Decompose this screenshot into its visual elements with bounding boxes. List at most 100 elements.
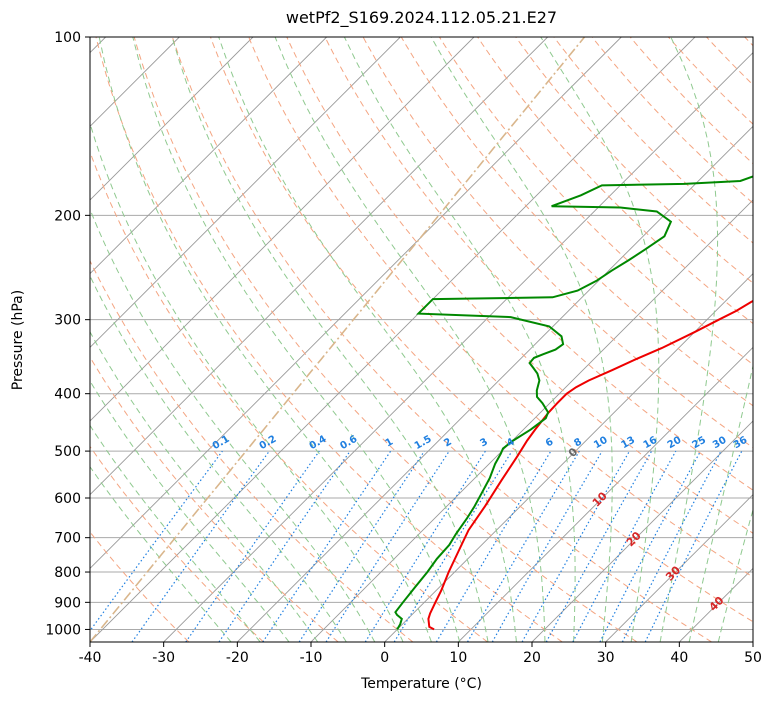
moist-adiabat-line	[90, 121, 404, 642]
y-tick-label: 600	[54, 491, 81, 507]
moist-adiabat-line	[90, 207, 376, 642]
y-tick-label: 300	[54, 313, 81, 329]
dry-adiabat-line	[90, 259, 414, 642]
plot-area: 0.1 0.2 0.4 0.6 1 1.5 2 3 4 6 8 10 13 16 20 25 30 3601020…	[90, 37, 753, 642]
isotherm-line	[237, 125, 753, 642]
isotherm-label: 40	[707, 594, 727, 614]
dry-adiabat-line	[133, 37, 638, 642]
dry-adiabat-line	[95, 37, 563, 642]
dry-adiabat-line	[90, 445, 264, 642]
moist-adiabat-line	[90, 465, 232, 642]
mixing-ratio-line	[218, 450, 351, 642]
y-tick-label: 800	[54, 565, 81, 581]
mixing-ratio-line	[572, 450, 677, 642]
mixing-ratio-label: 3	[478, 436, 490, 449]
plot-frame	[89, 36, 754, 643]
isotherm-line	[531, 420, 753, 642]
mixing-ratio-line	[131, 450, 270, 642]
mixing-ratio-label: 8	[572, 436, 584, 449]
isotherm-line	[90, 37, 327, 275]
moist-adiabat-line	[688, 363, 753, 642]
mixing-ratio-line	[325, 450, 450, 642]
dry-adiabat-line	[210, 37, 753, 623]
dry-adiabat-line	[90, 531, 190, 642]
mixing-ratio-line	[466, 450, 580, 642]
mixing-ratio-label: 2	[442, 436, 454, 449]
dry-adiabat-line	[706, 37, 753, 86]
x-tick-label: -40	[79, 650, 102, 666]
x-tick-label: -10	[300, 650, 323, 666]
isotherm-line	[90, 37, 548, 496]
mixing-ratio-line	[298, 450, 425, 642]
y-tick-label: 1000	[45, 622, 81, 638]
mixing-ratio-label: 36	[732, 435, 750, 452]
y-tick-label: 900	[54, 595, 81, 611]
isotherm-label: 30	[663, 563, 683, 583]
mixing-ratio-line	[599, 450, 702, 642]
temperature-trace	[427, 299, 753, 631]
dry-adiabat-line	[171, 37, 712, 642]
mixing-ratio-label: 30	[711, 435, 729, 452]
mixing-ratio-label: 16	[642, 435, 660, 452]
mixing-ratio-line	[435, 450, 552, 642]
x-tick-label: -30	[152, 650, 175, 666]
mixing-ratio-label: 0.4	[308, 434, 329, 452]
isotherm-line	[90, 37, 254, 201]
dry-adiabat-line	[591, 37, 753, 204]
dry-adiabat-line	[90, 356, 339, 642]
dry-adiabat-line	[668, 37, 753, 125]
x-tick-label: 40	[670, 650, 688, 666]
y-tick-label: 100	[54, 30, 81, 46]
isotherm-line	[384, 273, 753, 642]
mixing-ratio-line	[545, 450, 653, 642]
moist-adiabat-line	[132, 37, 461, 642]
mixing-ratio-line	[262, 450, 392, 642]
y-tick-label: 200	[54, 208, 81, 224]
mixing-ratio-line	[521, 450, 631, 642]
dry-adiabat-line	[362, 37, 753, 449]
mixing-ratio-label: 20	[666, 435, 684, 452]
moist-adiabat-line	[343, 37, 576, 642]
mixing-ratio-label: 1	[384, 436, 396, 449]
y-axis-label: Pressure (hPa)	[10, 289, 26, 391]
isotherm-line	[605, 494, 753, 642]
isotherm-line	[90, 37, 475, 422]
moist-adiabat-line	[717, 507, 753, 642]
isotherm-line	[90, 37, 401, 348]
mixing-ratio-label: 4	[505, 436, 517, 449]
moist-adiabat-line	[274, 37, 546, 642]
dry-adiabat-line	[515, 37, 753, 284]
mixing-ratio-line	[644, 450, 743, 642]
moist-adiabat-line	[90, 330, 319, 642]
isotherm-line	[163, 52, 753, 642]
mixing-ratio-label: 10	[592, 435, 610, 452]
isotherm-line	[458, 346, 753, 642]
mixing-ratio-label: 0.1	[211, 434, 232, 452]
moist-adiabat-line	[90, 424, 261, 642]
mixing-ratio-line	[185, 450, 320, 642]
x-tick-label: 10	[449, 650, 467, 666]
dry-adiabat-line	[629, 37, 753, 165]
y-tick-label: 400	[54, 387, 81, 403]
isotherm-label: 20	[624, 529, 644, 549]
x-tick-label: 30	[597, 650, 615, 666]
mixing-ratio-label: 25	[691, 435, 709, 452]
dry-adiabat-line	[248, 37, 753, 578]
chart-title: wetPf2_S169.2024.112.05.21.E27	[285, 8, 558, 27]
mixing-ratio-label: 0.2	[258, 434, 279, 452]
isotherm-label: 10	[590, 489, 610, 509]
x-tick-label: 50	[744, 650, 762, 666]
dry-adiabat-line	[90, 150, 488, 642]
moist-adiabat-line	[430, 37, 613, 642]
mixing-ratio-line	[364, 450, 486, 642]
isotherm-line	[310, 199, 753, 642]
mixing-ratio-label: 13	[619, 435, 637, 452]
moist-adiabat-line	[659, 37, 719, 642]
dewpoint-trace	[394, 175, 753, 630]
x-tick-label: 0	[380, 650, 389, 666]
dry-adiabat-line	[477, 37, 753, 325]
moist-adiabat-line	[90, 274, 347, 642]
isotherm-line	[90, 37, 696, 642]
